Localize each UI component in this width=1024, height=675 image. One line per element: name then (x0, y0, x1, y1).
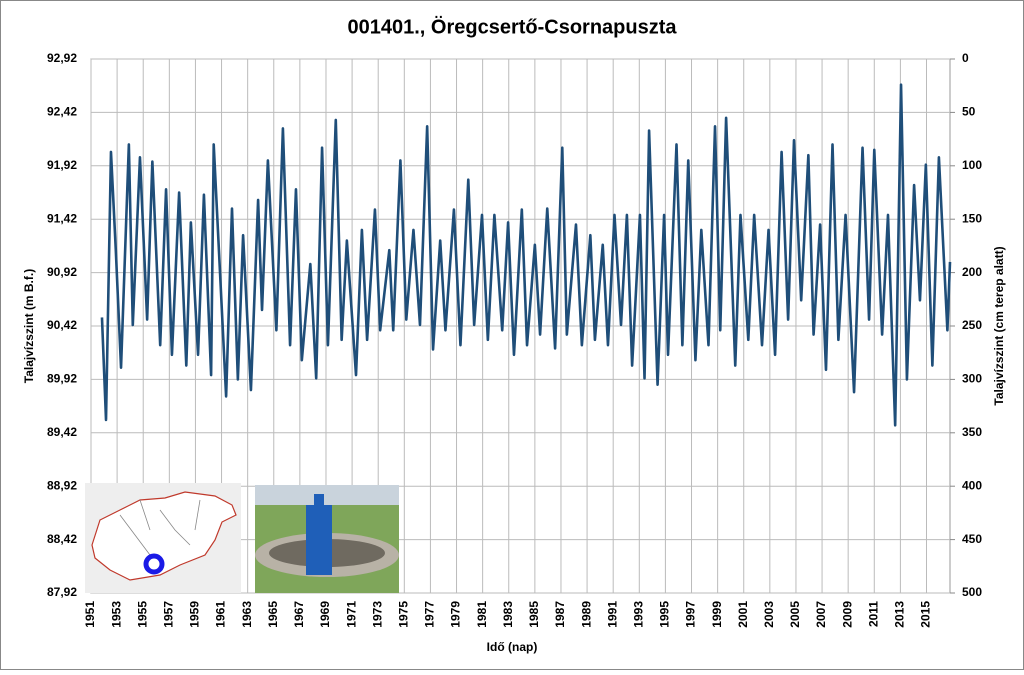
x-tick-label: 1971 (344, 601, 358, 628)
y-tick-label: 91,42 (47, 211, 77, 225)
y-tick-label: 90,42 (47, 318, 77, 332)
x-tick-label: 1953 (109, 601, 123, 628)
x-tick-label: 2013 (893, 601, 907, 628)
map-marker (143, 553, 165, 575)
x-tick-label: 2015 (919, 601, 933, 628)
data-line (100, 83, 952, 427)
x-tick-label: 1993 (631, 601, 645, 628)
insets (85, 483, 399, 593)
x-tick-label: 1997 (684, 601, 698, 628)
y-tick-label: 88,42 (47, 532, 77, 546)
x-tick-label: 1981 (475, 601, 489, 628)
x-tick-label: 2003 (762, 601, 776, 628)
x-tick-label: 2005 (788, 601, 802, 628)
x-tick-label: 2009 (840, 601, 854, 628)
x-tick-label: 1951 (83, 601, 97, 628)
y-tick-label: 89,42 (47, 425, 77, 439)
y2-tick-label: 200 (962, 265, 982, 279)
y2-tick-label: 500 (962, 585, 982, 599)
chart-title: 001401., Öregcsertő-Csornapuszta (347, 15, 677, 38)
x-tick-label: 1975 (396, 601, 410, 628)
grid (90, 58, 951, 594)
x-tick-label: 2001 (736, 601, 750, 628)
x-tick-label: 1977 (423, 601, 437, 628)
y2-tick-label: 300 (962, 372, 982, 386)
y-tick-label: 92,92 (47, 51, 77, 65)
y-axis-label: Talajvízszint (m B.f.) (22, 269, 36, 383)
map-lines (119, 499, 201, 556)
y-tick-label: 89,92 (47, 372, 77, 386)
y2-tick-label: 450 (962, 532, 982, 546)
y-tick-label: 88,92 (47, 478, 77, 492)
map-outline (91, 491, 237, 581)
y2-tick-label: 150 (962, 211, 982, 225)
y2-tick-label: 250 (962, 318, 982, 332)
x-tick-label: 1969 (318, 601, 332, 628)
x-tick-label: 1965 (266, 601, 280, 628)
y-tick-label: 90,92 (47, 265, 77, 279)
x-tick-label: 1999 (710, 601, 724, 628)
y2-tick-label: 400 (962, 478, 982, 492)
x-tick-label: 1961 (214, 601, 228, 628)
y-tick-label: 87,92 (47, 585, 77, 599)
photo-sky (255, 485, 399, 505)
photo-pipe-top (314, 494, 324, 506)
x-tick-label: 1957 (162, 601, 176, 628)
y2-axis-label: Talajvízszint (cm terep alatt) (992, 246, 1006, 405)
x-tick-label: 1985 (527, 601, 541, 628)
y2-tick-label: 350 (962, 425, 982, 439)
x-tick-label: 1983 (501, 601, 515, 628)
y2-tick-label: 100 (962, 158, 982, 172)
x-tick-label: 1955 (135, 601, 149, 628)
x-tick-label: 1989 (579, 601, 593, 628)
x-tick-label: 1995 (658, 601, 672, 628)
photo-pipe (306, 505, 332, 575)
y2-tick-label: 50 (962, 105, 976, 119)
x-tick-label: 1967 (292, 601, 306, 628)
y-tick-label: 91,92 (47, 158, 77, 172)
x-tick-label: 1991 (605, 601, 619, 628)
x-tick-label: 1987 (553, 601, 567, 628)
y2-tick-label: 0 (962, 51, 969, 65)
x-tick-label: 1973 (370, 601, 384, 628)
x-tick-label: 1963 (240, 601, 254, 628)
x-tick-label: 2007 (814, 601, 828, 628)
x-tick-label: 1979 (449, 601, 463, 628)
x-tick-label: 2011 (866, 601, 880, 627)
x-tick-label: 1959 (188, 601, 202, 628)
y-tick-label: 92,42 (47, 105, 77, 119)
x-axis-label: Idő (nap) (487, 640, 538, 654)
